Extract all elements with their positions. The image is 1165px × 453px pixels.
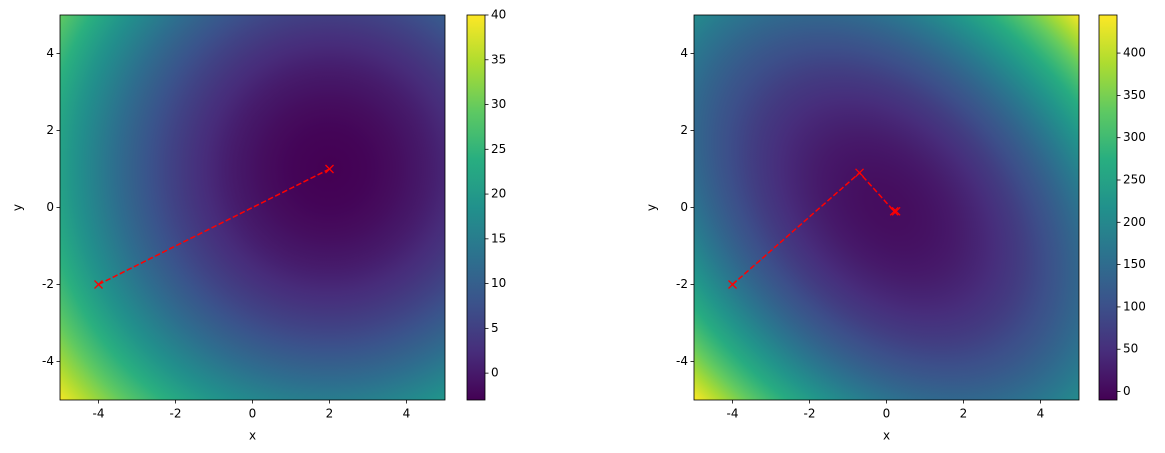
path-marker (891, 206, 901, 216)
y-tick-label: 4 (46, 46, 54, 60)
colorbar-tick-label: 100 (1123, 299, 1146, 313)
y-tick-label: 2 (46, 123, 54, 137)
x-tick-label: 4 (1037, 407, 1045, 421)
x-tick-label: -2 (804, 407, 816, 421)
x-tick-label: 2 (960, 407, 968, 421)
colorbar-tick-label: 400 (1123, 46, 1146, 60)
colorbar-tick-label: 10 (491, 276, 506, 290)
y-tick-label: -4 (42, 354, 54, 368)
colorbar-tick-label: 30 (491, 97, 506, 111)
x-tick-label: 4 (403, 407, 411, 421)
y-tick-label: 0 (46, 200, 54, 214)
colorbar-tick-label: 40 (491, 8, 506, 22)
x-axis-label: x (249, 429, 256, 443)
contour-field (694, 15, 1079, 400)
y-tick-label: -2 (42, 277, 54, 291)
path-marker (855, 168, 865, 178)
path-line (732, 171, 897, 286)
path-marker (325, 164, 334, 174)
x-axis-label: x (883, 429, 890, 443)
y-tick-label: -2 (676, 277, 688, 291)
colorbar (466, 14, 486, 401)
colorbar-tick-label: 0 (491, 366, 499, 380)
y-tick-label: 0 (680, 200, 688, 214)
x-tick-label: -4 (93, 407, 105, 421)
path-marker (728, 280, 737, 289)
path-marker (889, 206, 899, 216)
x-tick-label: -2 (170, 407, 182, 421)
colorbar-tick-label: 5 (491, 321, 499, 335)
y-axis-label: y (11, 204, 25, 211)
colorbar-tick-label: 300 (1123, 130, 1146, 144)
path-marker (94, 280, 103, 289)
x-tick-label: -4 (727, 407, 739, 421)
y-axis-label: y (645, 204, 659, 211)
colorbar-tick-label: 350 (1123, 88, 1146, 102)
colorbar-tick-label: 150 (1123, 257, 1146, 271)
x-tick-label: 0 (249, 407, 257, 421)
colorbar-tick-label: 200 (1123, 215, 1146, 229)
colorbar-tick-label: 0 (1123, 384, 1131, 398)
y-tick-label: 2 (680, 123, 688, 137)
colorbar-tick-label: 250 (1123, 173, 1146, 187)
colorbar-tick-label: 35 (491, 52, 506, 66)
path-line (98, 168, 330, 286)
colorbar-tick-label: 20 (491, 187, 506, 201)
colorbar (1098, 14, 1118, 401)
contour-field (60, 15, 445, 400)
colorbar-tick-label: 50 (1123, 342, 1138, 356)
x-tick-label: 0 (883, 407, 891, 421)
y-tick-label: 4 (680, 46, 688, 60)
colorbar-tick-label: 15 (491, 231, 506, 245)
colorbar-tick-label: 25 (491, 142, 506, 156)
y-tick-label: -4 (676, 354, 688, 368)
x-tick-label: 2 (326, 407, 334, 421)
